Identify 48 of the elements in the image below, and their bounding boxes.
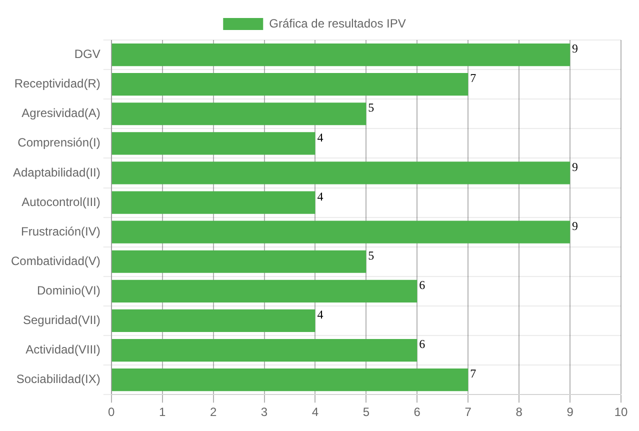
legend-label: Gráfica de resultados IPV [269, 16, 406, 30]
data-label: 4 [317, 308, 324, 322]
bar [112, 280, 418, 302]
y-tick-label: DGV [74, 47, 100, 62]
data-label: 5 [368, 100, 374, 115]
bar [112, 132, 316, 155]
x-tick-label: 6 [414, 405, 421, 420]
bar [112, 191, 316, 214]
y-tick-label: Combatividad(V) [10, 254, 100, 268]
bar [112, 162, 570, 184]
x-tick-label: 5 [362, 405, 370, 420]
bar [112, 102, 366, 126]
bar [112, 73, 468, 96]
data-label: 4 [317, 130, 324, 144]
data-label: 9 [572, 160, 578, 174]
x-tick-label: 9 [566, 405, 574, 420]
data-label: 7 [470, 71, 476, 86]
data-label: 4 [317, 189, 324, 204]
y-tick-label: Receptividad(R) [14, 76, 100, 91]
y-tick-label: Agresividad(A) [22, 106, 100, 120]
x-tick-label: 7 [464, 405, 472, 420]
y-tick-label: Frustración(IV) [21, 224, 100, 238]
x-tick-label: 10 [614, 405, 628, 420]
data-label: 9 [572, 218, 578, 233]
x-tick-label: 0 [108, 405, 116, 420]
y-tick-label: Adaptabilidad(II) [12, 165, 100, 180]
x-tick-label: 4 [312, 405, 319, 420]
bar [112, 220, 570, 244]
bar [112, 309, 316, 332]
x-tick-label: 1 [158, 405, 166, 420]
bar [112, 250, 366, 273]
y-tick-label: Sociabilidad(IX) [16, 372, 100, 386]
data-label: 6 [419, 278, 426, 292]
y-tick-label: Actividad(VIII) [26, 342, 100, 357]
y-tick-label: Dominio(VI) [37, 283, 100, 298]
bar [112, 338, 418, 362]
x-tick-label: 3 [260, 405, 268, 420]
x-tick-label: 8 [516, 405, 523, 420]
data-label: 7 [470, 366, 476, 381]
y-tick-label: Autocontrol(III) [22, 194, 100, 209]
data-label: 9 [572, 42, 578, 56]
bar [112, 368, 468, 392]
y-tick-label: Seguridad(VII) [22, 313, 100, 328]
data-label: 6 [419, 337, 426, 352]
bar [112, 43, 570, 66]
x-tick-label: 2 [210, 405, 217, 420]
data-label: 5 [368, 248, 374, 262]
y-tick-label: Comprensión(I) [18, 136, 100, 150]
